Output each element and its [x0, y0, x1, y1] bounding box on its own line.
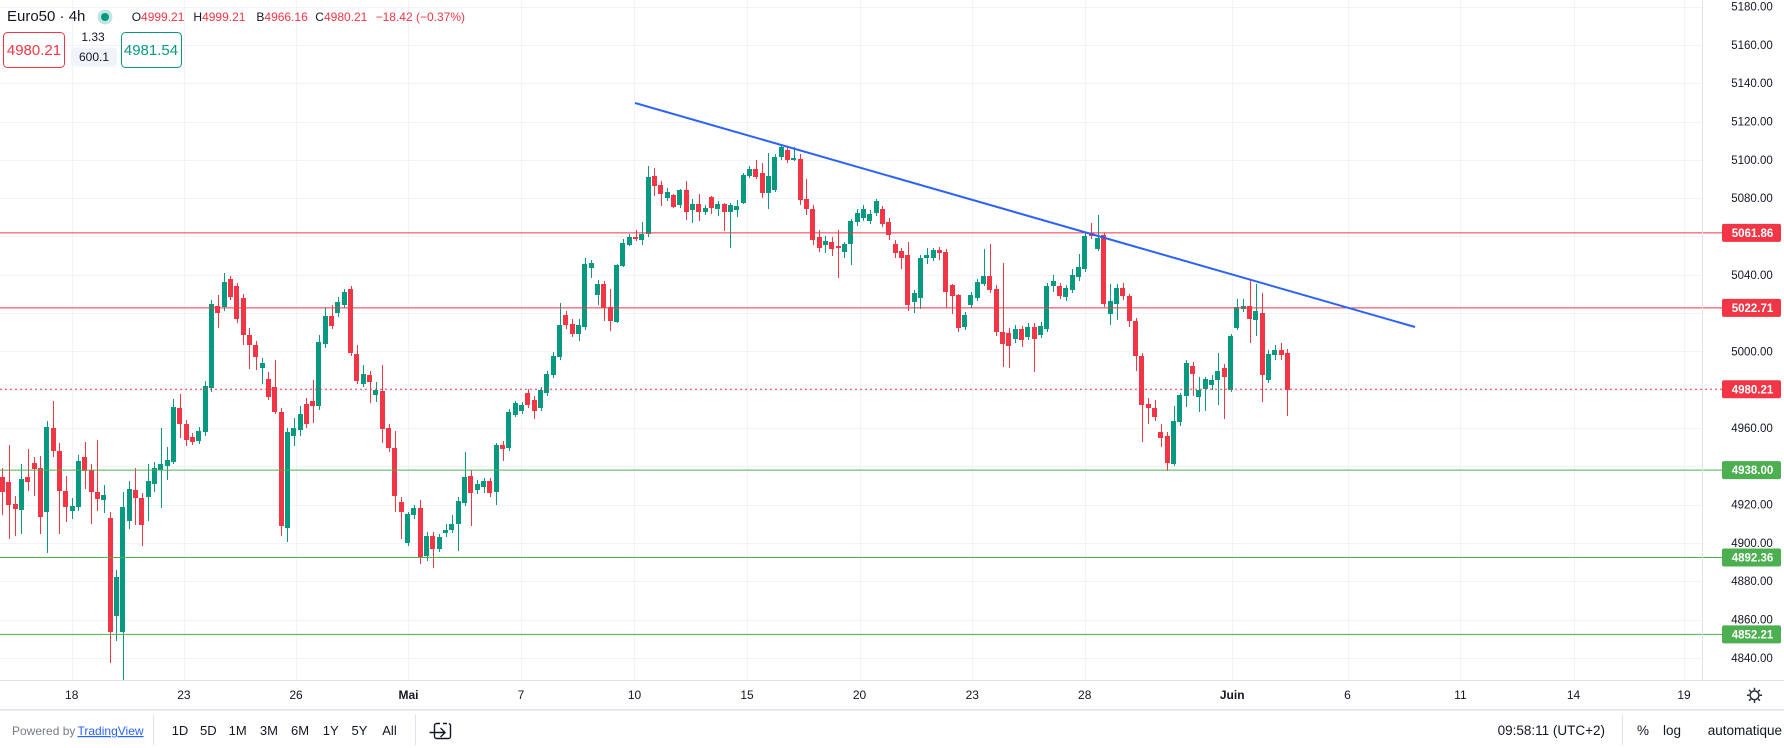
svg-text:23: 23: [966, 688, 980, 702]
svg-text:3M: 3M: [260, 723, 278, 738]
svg-text:Powered by: Powered by: [12, 724, 75, 738]
svg-text:4860.00: 4860.00: [1731, 615, 1773, 627]
svg-text:1.33: 1.33: [81, 30, 105, 44]
svg-text:4840.00: 4840.00: [1731, 653, 1773, 665]
svg-text:4900.00: 4900.00: [1731, 538, 1773, 550]
svg-text:4892.36: 4892.36: [1732, 553, 1774, 565]
svg-text:4960.00: 4960.00: [1731, 423, 1773, 435]
svg-text:6M: 6M: [291, 723, 309, 738]
svg-text:7: 7: [518, 688, 525, 702]
svg-text:5140.00: 5140.00: [1731, 78, 1773, 90]
svg-text:1M: 1M: [229, 723, 247, 738]
svg-text:5100.00: 5100.00: [1731, 155, 1773, 167]
svg-text:5040.00: 5040.00: [1731, 270, 1773, 282]
svg-text:5000.00: 5000.00: [1731, 346, 1773, 358]
svg-text:20: 20: [853, 688, 867, 702]
svg-text:6: 6: [1344, 688, 1351, 702]
svg-text:11: 11: [1454, 688, 1467, 702]
svg-text:Euro50 · 4h: Euro50 · 4h: [7, 8, 85, 25]
svg-text:5Y: 5Y: [352, 723, 368, 738]
svg-text:23: 23: [177, 688, 191, 702]
svg-text:15: 15: [740, 688, 754, 702]
svg-text:4938.00: 4938.00: [1732, 465, 1774, 477]
svg-text:1Y: 1Y: [323, 723, 339, 738]
svg-text:5160.00: 5160.00: [1731, 40, 1773, 52]
svg-text:4852.21: 4852.21: [1732, 629, 1774, 641]
svg-text:5022.71: 5022.71: [1732, 303, 1774, 315]
svg-text:Mai: Mai: [398, 688, 418, 702]
svg-text:4880.00: 4880.00: [1731, 576, 1773, 588]
svg-text:5061.86: 5061.86: [1732, 228, 1774, 240]
svg-text:26: 26: [289, 688, 303, 702]
svg-text:19: 19: [1677, 688, 1691, 702]
svg-text:4920.00: 4920.00: [1731, 500, 1773, 512]
svg-text:09:58:11 (UTC+2): 09:58:11 (UTC+2): [1498, 723, 1605, 738]
svg-text:28: 28: [1078, 688, 1092, 702]
svg-text:4980.21: 4980.21: [7, 42, 61, 59]
svg-text:%: %: [1637, 723, 1649, 738]
svg-text:5120.00: 5120.00: [1731, 117, 1773, 129]
svg-text:10: 10: [628, 688, 642, 702]
svg-text:600.1: 600.1: [79, 50, 109, 64]
svg-text:TradingView: TradingView: [78, 724, 144, 738]
svg-text:Juin: Juin: [1220, 688, 1245, 702]
svg-text:5080.00: 5080.00: [1731, 193, 1773, 205]
svg-text:5D: 5D: [200, 723, 217, 738]
svg-text:All: All: [382, 723, 397, 738]
svg-text:log: log: [1663, 723, 1681, 738]
svg-text:5180.00: 5180.00: [1731, 2, 1773, 14]
svg-text:14: 14: [1567, 688, 1581, 702]
svg-text:4981.54: 4981.54: [124, 42, 178, 59]
svg-text:18: 18: [65, 688, 79, 702]
svg-text:automatique: automatique: [1708, 723, 1782, 738]
svg-text:4980.21: 4980.21: [1732, 384, 1774, 396]
svg-text:1D: 1D: [172, 723, 189, 738]
